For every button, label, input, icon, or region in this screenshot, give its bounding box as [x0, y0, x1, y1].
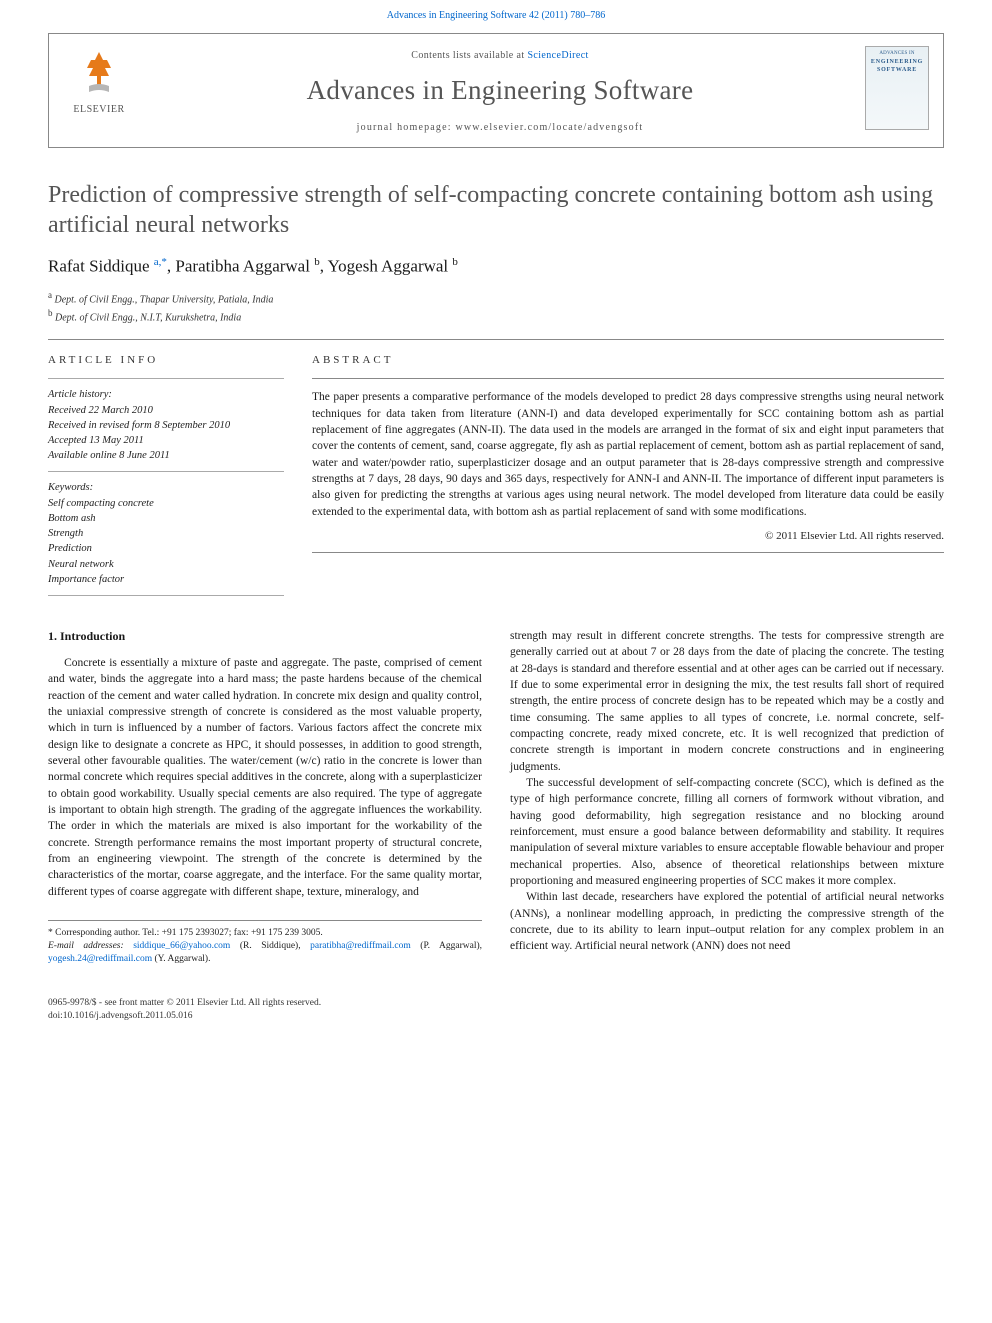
corr-author-line: * Corresponding author. Tel.: +91 175 23… — [48, 927, 482, 940]
info-rule-mid — [48, 471, 284, 472]
history-online: Available online 8 June 2011 — [48, 448, 284, 463]
email-who-1: (R. Siddique), — [240, 941, 301, 951]
abstract-text: The paper presents a comparative perform… — [312, 389, 944, 520]
journal-homepage-url: www.elsevier.com/locate/advengsoft — [455, 122, 643, 133]
abstract-rule-top — [312, 378, 944, 379]
article-info-block: Article history: Received 22 March 2010 … — [48, 378, 284, 596]
info-rule-bot — [48, 595, 284, 596]
footer-line-1: 0965-9978/$ - see front matter © 2011 El… — [48, 997, 944, 1010]
publisher-logo: ELSEVIER — [63, 46, 135, 115]
abstract-col: ABSTRACT The paper presents a comparativ… — [312, 354, 944, 604]
email-who-2: (P. Aggarwal), — [420, 941, 482, 951]
keyword: Importance factor — [48, 572, 284, 587]
keywords-list: Self compacting concrete Bottom ash Stre… — [48, 496, 284, 587]
body-para: Within last decade, researchers have exp… — [510, 889, 944, 954]
copyright-line: © 2011 Elsevier Ltd. All rights reserved… — [312, 530, 944, 542]
body-para: The successful development of self-compa… — [510, 775, 944, 889]
affiliation-b: b Dept. of Civil Engg., N.I.T, Kurukshet… — [48, 307, 944, 325]
keywords-label: Keywords: — [48, 480, 284, 495]
author-3: Yogesh Aggarwal — [328, 257, 449, 276]
masthead-center: Contents lists available at ScienceDirec… — [135, 46, 865, 133]
journal-cover-thumb: ADVANCES IN ENGINEERING SOFTWARE — [865, 46, 929, 130]
info-abstract-row: ARTICLE INFO Article history: Received 2… — [48, 354, 944, 604]
cover-mid2: SOFTWARE — [877, 67, 917, 73]
email-link-2[interactable]: paratibha@rediffmail.com — [310, 941, 411, 951]
keyword: Prediction — [48, 541, 284, 556]
keyword: Self compacting concrete — [48, 496, 284, 511]
body-columns: 1. Introduction Concrete is essentially … — [48, 628, 944, 967]
corresponding-author-footnote: * Corresponding author. Tel.: +91 175 23… — [48, 920, 482, 967]
rule-1 — [48, 339, 944, 340]
body-col-right: strength may result in different concret… — [510, 628, 944, 967]
email-link-1[interactable]: siddique_66@yahoo.com — [133, 941, 230, 951]
footer-line-2: doi:10.1016/j.advengsoft.2011.05.016 — [48, 1010, 944, 1023]
email-who-3: (Y. Aggarwal). — [154, 954, 210, 964]
contents-available-line: Contents lists available at ScienceDirec… — [135, 50, 865, 61]
history-accepted: Accepted 13 May 2011 — [48, 433, 284, 448]
info-rule-top — [48, 378, 284, 379]
article-body: Prediction of compressive strength of se… — [0, 148, 992, 987]
elsevier-tree-icon — [71, 46, 127, 102]
body-col-left: 1. Introduction Concrete is essentially … — [48, 628, 482, 967]
author-3-sup: b — [452, 256, 458, 268]
email-line: E-mail addresses: siddique_66@yahoo.com … — [48, 940, 482, 967]
author-1: Rafat Siddique — [48, 257, 150, 276]
email-label: E-mail addresses: — [48, 941, 124, 951]
sciencedirect-link[interactable]: ScienceDirect — [527, 50, 588, 61]
article-info-heading: ARTICLE INFO — [48, 354, 284, 366]
article-info-col: ARTICLE INFO Article history: Received 2… — [48, 354, 284, 604]
journal-homepage-line: journal homepage: www.elsevier.com/locat… — [135, 122, 865, 133]
body-para: strength may result in different concret… — [510, 628, 944, 775]
article-title: Prediction of compressive strength of se… — [48, 180, 944, 240]
citation-text: Advances in Engineering Software 42 (201… — [387, 10, 605, 21]
affiliation-a: a Dept. of Civil Engg., Thapar Universit… — [48, 289, 944, 307]
cover-top-label: ADVANCES IN — [879, 51, 914, 57]
page-footer: 0965-9978/$ - see front matter © 2011 El… — [0, 987, 992, 1040]
journal-title: Advances in Engineering Software — [135, 75, 865, 106]
journal-masthead: ELSEVIER Contents lists available at Sci… — [48, 33, 944, 148]
body-para: Concrete is essentially a mixture of pas… — [48, 655, 482, 900]
author-2-sup: b — [314, 256, 320, 268]
keywords-block: Keywords: Self compacting concrete Botto… — [48, 480, 284, 587]
history-received: Received 22 March 2010 — [48, 403, 284, 418]
publisher-label: ELSEVIER — [73, 104, 124, 115]
abstract-rule-bot — [312, 552, 944, 553]
email-link-3[interactable]: yogesh.24@rediffmail.com — [48, 954, 152, 964]
keyword: Strength — [48, 526, 284, 541]
history-label: Article history: — [48, 387, 284, 402]
authors-line: Rafat Siddique a,*, Paratibha Aggarwal b… — [48, 256, 944, 277]
affiliations: a Dept. of Civil Engg., Thapar Universit… — [48, 289, 944, 326]
running-head: Advances in Engineering Software 42 (201… — [0, 0, 992, 27]
keyword: Bottom ash — [48, 511, 284, 526]
cover-mid1: ENGINEERING — [871, 59, 923, 65]
masthead-row: ELSEVIER Contents lists available at Sci… — [63, 46, 929, 133]
author-2: Paratibha Aggarwal — [175, 257, 310, 276]
article-history: Article history: Received 22 March 2010 … — [48, 387, 284, 463]
history-revised: Received in revised form 8 September 201… — [48, 418, 284, 433]
section-1-heading: 1. Introduction — [48, 628, 482, 645]
keyword: Neural network — [48, 557, 284, 572]
abstract-heading: ABSTRACT — [312, 354, 944, 366]
author-1-sup: a,* — [154, 256, 167, 268]
